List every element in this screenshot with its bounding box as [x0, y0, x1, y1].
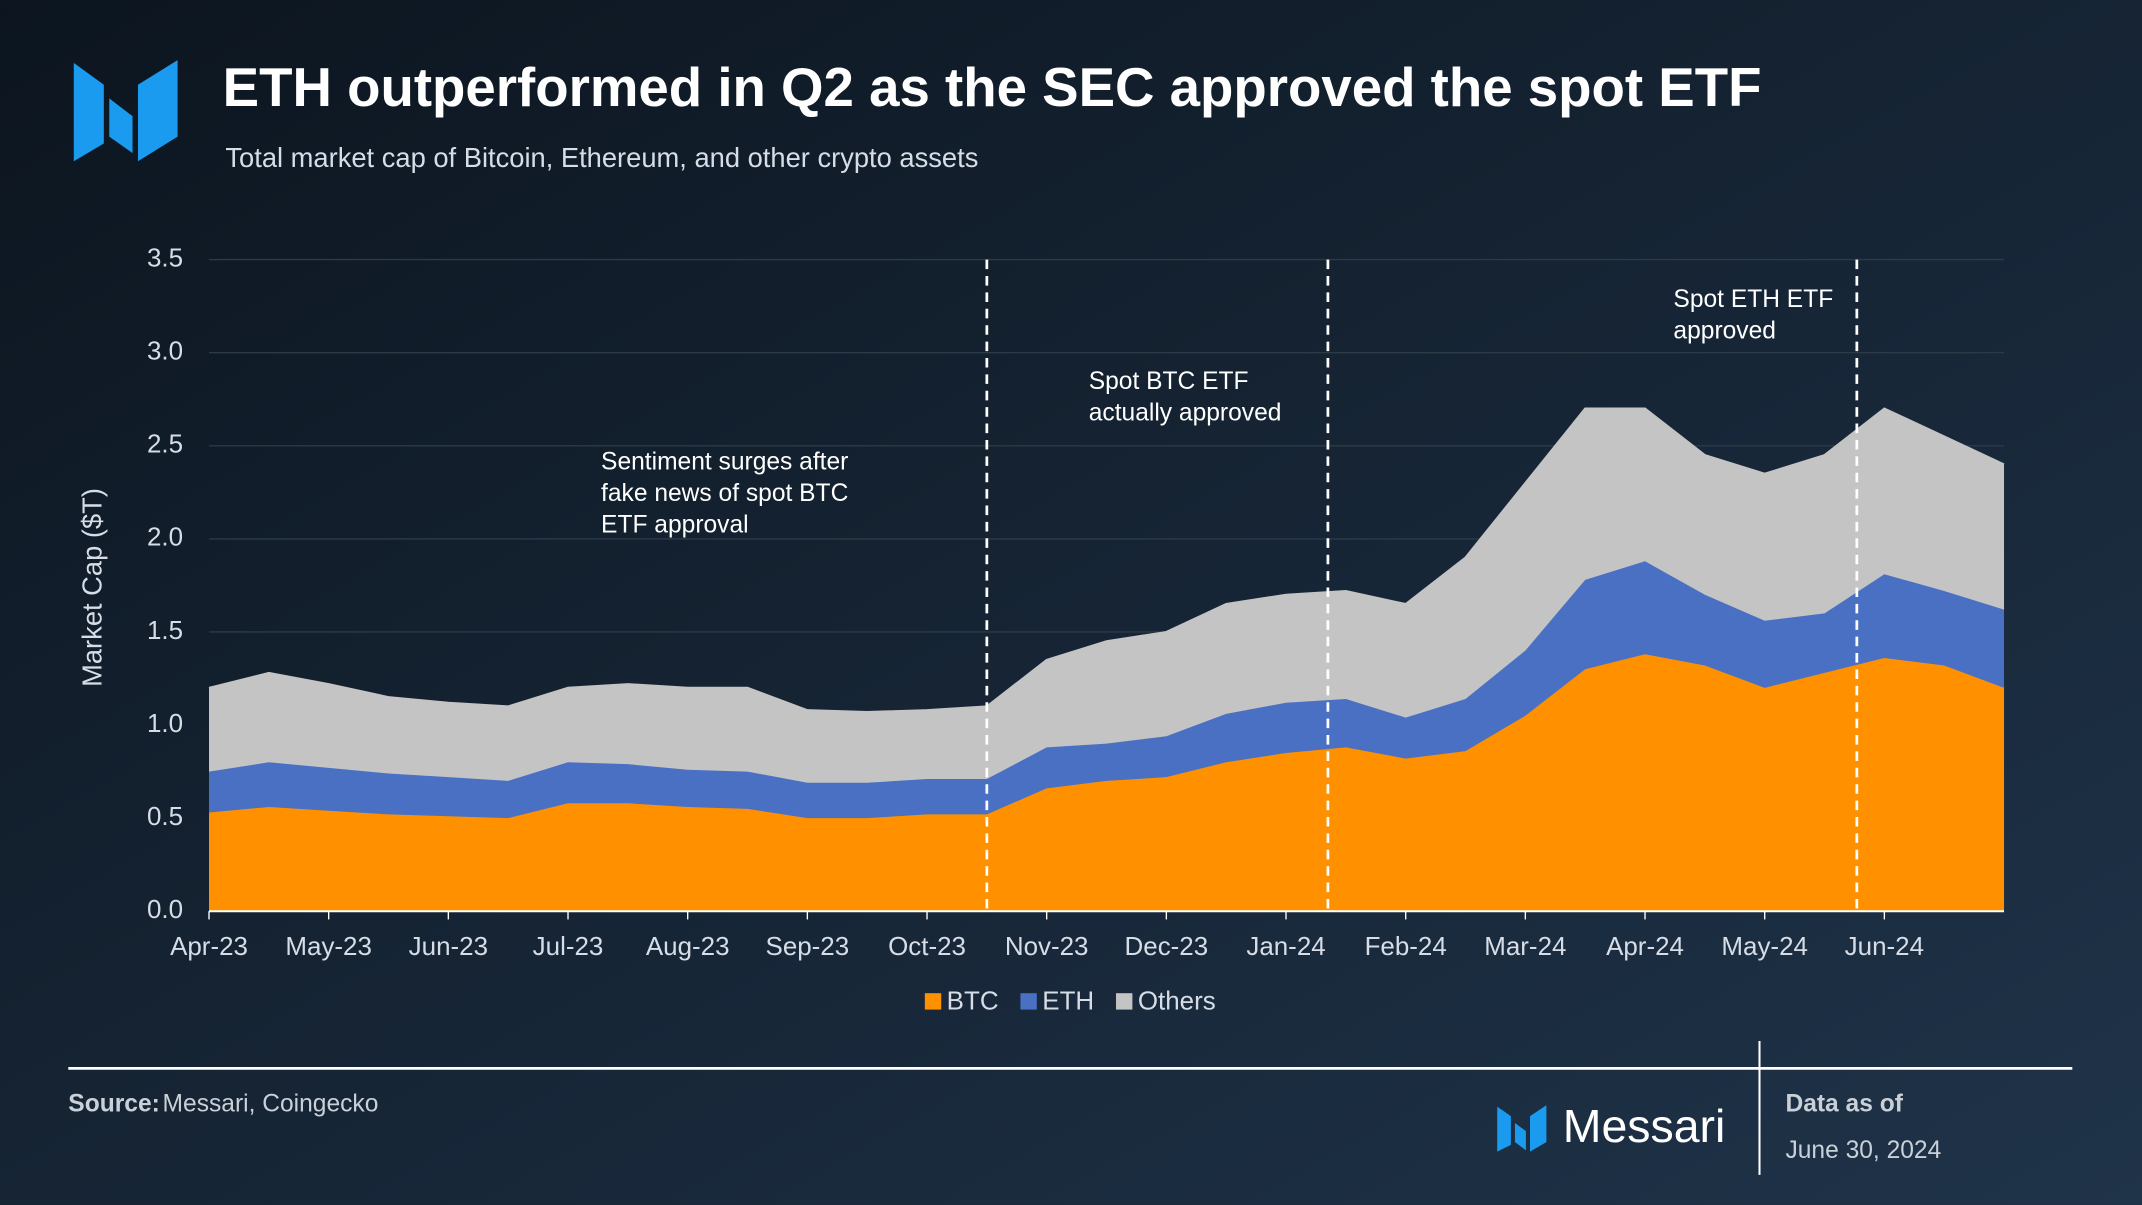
x-tick-label: Jun-23	[409, 933, 488, 961]
legend-swatch	[924, 993, 942, 1010]
x-tick-label: Aug-23	[646, 933, 730, 961]
x-tick-label: Jun-24	[1845, 933, 1924, 961]
x-tick-label: May-23	[285, 933, 372, 961]
x-tick-label: May-24	[1721, 933, 1808, 961]
x-tick-label: Jan-24	[1246, 933, 1325, 961]
y-tick-label: 2.5	[147, 431, 183, 459]
annotation: Spot ETH ETF	[1673, 286, 1833, 313]
brand: Messari	[1563, 1100, 1726, 1152]
y-tick-label: 0.5	[147, 803, 183, 831]
annotation: Spot BTC ETF	[1089, 368, 1249, 395]
x-tick-label: Apr-24	[1606, 933, 1684, 961]
annotation: fake news of spot BTC	[601, 480, 848, 507]
area-fill	[209, 561, 2005, 819]
source: Messari, Coingecko	[163, 1091, 379, 1118]
x-tick-label: Nov-23	[1005, 933, 1089, 961]
legend-label: ETH	[1042, 988, 1094, 1016]
x-tick-label: Mar-24	[1484, 933, 1566, 961]
annotation: approved	[1673, 318, 1776, 345]
title: ETH outperformed in Q2 as the SEC approv…	[223, 57, 1762, 118]
y-tick-label: 3.0	[147, 338, 183, 366]
data-as-of: June 30, 2024	[1785, 1137, 1941, 1164]
x-tick-label: Sep-23	[766, 933, 850, 961]
y-tick-label: 1.0	[147, 710, 183, 738]
legend-swatch	[1020, 993, 1037, 1010]
x-tick-label: Feb-24	[1365, 933, 1447, 961]
area-fill	[209, 408, 2005, 783]
legend-label: Others	[1138, 988, 1216, 1016]
x-tick-label: Dec-23	[1125, 933, 1209, 961]
y-axis-label: Market Cap ($T)	[76, 488, 107, 687]
legend-label: BTC	[947, 988, 999, 1016]
legend-swatch	[1116, 993, 1133, 1010]
source-label: Source:	[68, 1091, 160, 1118]
y-tick-label: 0.0	[147, 896, 183, 924]
area-top	[208, 407, 2005, 714]
logo	[73, 60, 178, 162]
subtitle: Total market cap of Bitcoin, Ethereum, a…	[225, 142, 978, 173]
x-tick-label: Oct-23	[888, 933, 966, 961]
annotation: ETF approval	[601, 511, 749, 538]
brand-logo	[1497, 1105, 1547, 1152]
area-fill	[209, 654, 2005, 912]
annotation: actually approved	[1089, 399, 1282, 426]
y-tick-label: 2.0	[147, 524, 183, 552]
data-as-of-label: Data as of	[1785, 1091, 1903, 1118]
y-tick-label: 3.5	[147, 244, 183, 272]
annotation: Sentiment surges after	[601, 449, 848, 476]
x-tick-label: Apr-23	[170, 933, 248, 961]
x-tick-label: Jul-23	[533, 933, 604, 961]
y-tick-label: 1.5	[147, 617, 183, 645]
